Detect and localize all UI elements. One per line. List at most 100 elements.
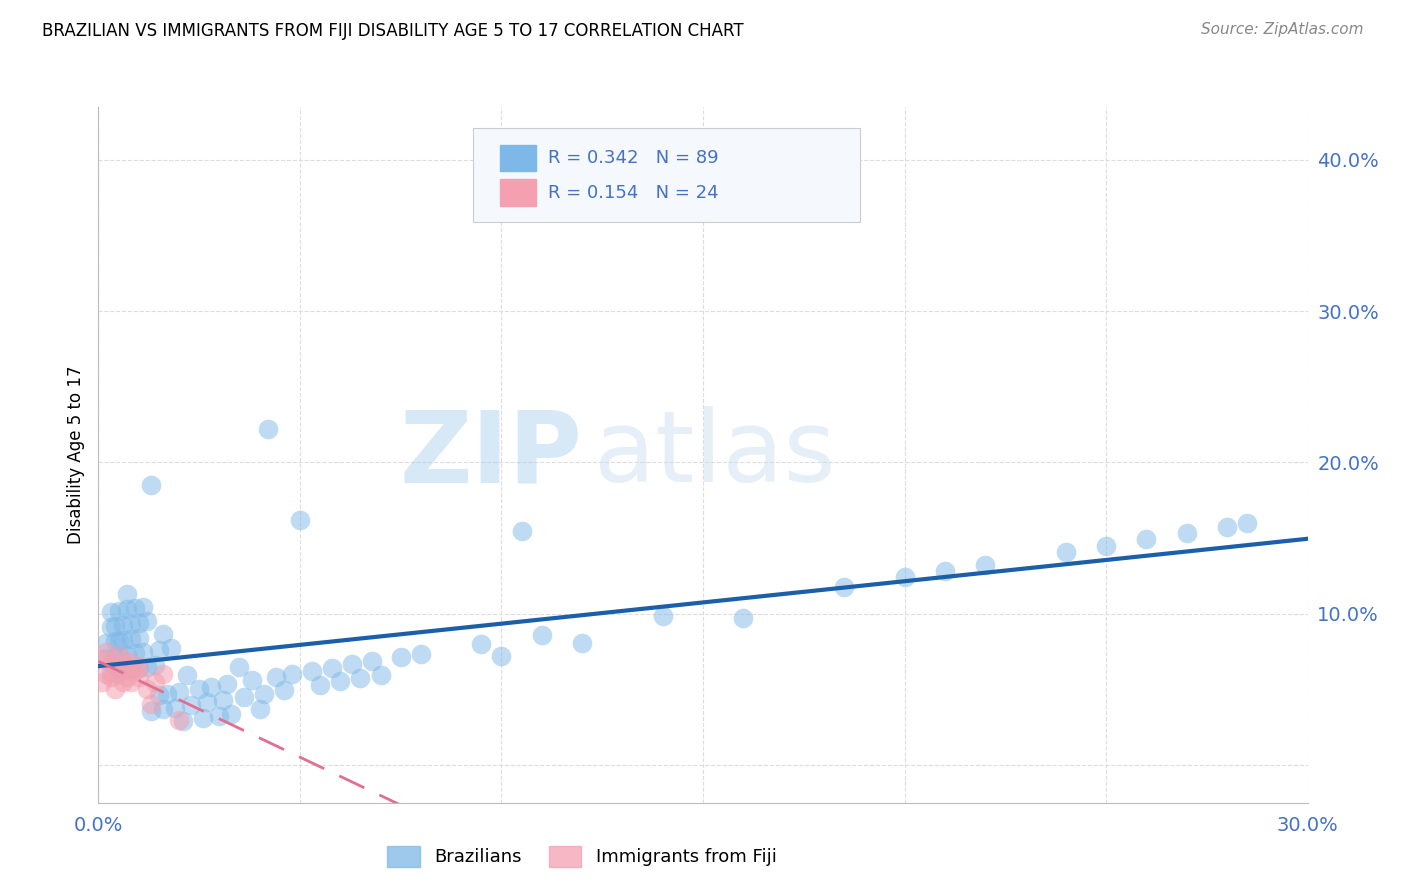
Point bbox=[1054, 545, 1077, 559]
Point bbox=[128, 631, 150, 645]
Point bbox=[409, 647, 432, 661]
Point bbox=[273, 683, 295, 698]
Point bbox=[370, 668, 392, 682]
Point bbox=[1135, 533, 1157, 547]
Point bbox=[510, 524, 533, 538]
Text: BRAZILIAN VS IMMIGRANTS FROM FIJI DISABILITY AGE 5 TO 17 CORRELATION CHART: BRAZILIAN VS IMMIGRANTS FROM FIJI DISABI… bbox=[42, 22, 744, 40]
Point bbox=[1236, 516, 1258, 531]
Legend: Brazilians, Immigrants from Fiji: Brazilians, Immigrants from Fiji bbox=[380, 838, 785, 874]
Point bbox=[107, 648, 129, 663]
Point bbox=[1095, 539, 1118, 553]
Point bbox=[172, 714, 194, 729]
Point bbox=[893, 570, 915, 584]
Point bbox=[321, 660, 343, 674]
Point bbox=[974, 558, 997, 572]
Point bbox=[107, 667, 129, 681]
Point bbox=[309, 678, 332, 692]
Point bbox=[361, 654, 384, 668]
Text: R = 0.342   N = 89: R = 0.342 N = 89 bbox=[548, 149, 718, 167]
Point bbox=[111, 674, 134, 689]
Point bbox=[111, 618, 134, 632]
Point bbox=[167, 713, 190, 727]
Point bbox=[100, 605, 122, 619]
FancyBboxPatch shape bbox=[474, 128, 860, 222]
Point bbox=[91, 674, 114, 689]
Point bbox=[120, 655, 142, 669]
Text: atlas: atlas bbox=[595, 407, 835, 503]
Point bbox=[152, 667, 174, 681]
Text: Source: ZipAtlas.com: Source: ZipAtlas.com bbox=[1201, 22, 1364, 37]
Point bbox=[103, 682, 125, 697]
Point bbox=[389, 649, 412, 664]
Point bbox=[152, 627, 174, 641]
Point bbox=[180, 698, 202, 712]
Point bbox=[934, 564, 956, 578]
Point bbox=[100, 670, 122, 684]
Point bbox=[128, 661, 150, 675]
Point bbox=[100, 655, 122, 669]
Point bbox=[139, 704, 162, 718]
Bar bbox=[501, 179, 536, 206]
Point bbox=[120, 674, 142, 689]
Point bbox=[120, 632, 142, 646]
Point bbox=[100, 620, 122, 634]
Point bbox=[651, 608, 673, 623]
Point bbox=[103, 619, 125, 633]
Point bbox=[135, 614, 157, 628]
Point bbox=[128, 615, 150, 630]
Point bbox=[103, 659, 125, 673]
Point bbox=[139, 698, 162, 712]
Point bbox=[115, 602, 138, 616]
Point bbox=[249, 702, 271, 716]
Point bbox=[200, 680, 222, 694]
Text: R = 0.154   N = 24: R = 0.154 N = 24 bbox=[548, 184, 718, 202]
Point bbox=[156, 687, 179, 701]
Point bbox=[96, 636, 118, 650]
Point bbox=[1216, 519, 1239, 533]
Point bbox=[124, 601, 146, 615]
Point bbox=[91, 652, 114, 666]
Point bbox=[342, 657, 364, 672]
Point bbox=[148, 642, 170, 657]
Point bbox=[221, 706, 243, 721]
Text: ZIP: ZIP bbox=[399, 407, 582, 503]
Point bbox=[195, 696, 218, 710]
Point bbox=[491, 649, 513, 664]
Point bbox=[470, 637, 492, 651]
Point bbox=[128, 659, 150, 673]
Point bbox=[132, 645, 155, 659]
Point bbox=[107, 664, 129, 678]
Point bbox=[253, 687, 276, 701]
Point bbox=[193, 711, 215, 725]
Point bbox=[228, 660, 250, 674]
Point bbox=[160, 640, 183, 655]
Point bbox=[100, 665, 122, 680]
Point bbox=[256, 422, 278, 436]
Point bbox=[281, 667, 304, 681]
Point bbox=[128, 670, 150, 684]
Point bbox=[148, 688, 170, 702]
Point bbox=[143, 674, 166, 689]
Point bbox=[167, 685, 190, 699]
Point bbox=[132, 599, 155, 614]
Point bbox=[349, 671, 371, 685]
Y-axis label: Disability Age 5 to 17: Disability Age 5 to 17 bbox=[66, 366, 84, 544]
Point bbox=[124, 647, 146, 661]
Point bbox=[217, 677, 239, 691]
Point bbox=[163, 700, 186, 714]
Point bbox=[115, 648, 138, 662]
Point bbox=[176, 668, 198, 682]
Point bbox=[115, 659, 138, 673]
Point bbox=[264, 669, 287, 683]
Point bbox=[212, 693, 235, 707]
Point bbox=[208, 708, 231, 723]
Point bbox=[530, 627, 553, 641]
Point bbox=[143, 658, 166, 673]
Point bbox=[139, 478, 162, 492]
Point bbox=[111, 664, 134, 678]
Point bbox=[135, 682, 157, 697]
Point bbox=[832, 580, 855, 594]
Point bbox=[96, 667, 118, 681]
Point bbox=[301, 664, 323, 678]
Point bbox=[232, 690, 254, 704]
